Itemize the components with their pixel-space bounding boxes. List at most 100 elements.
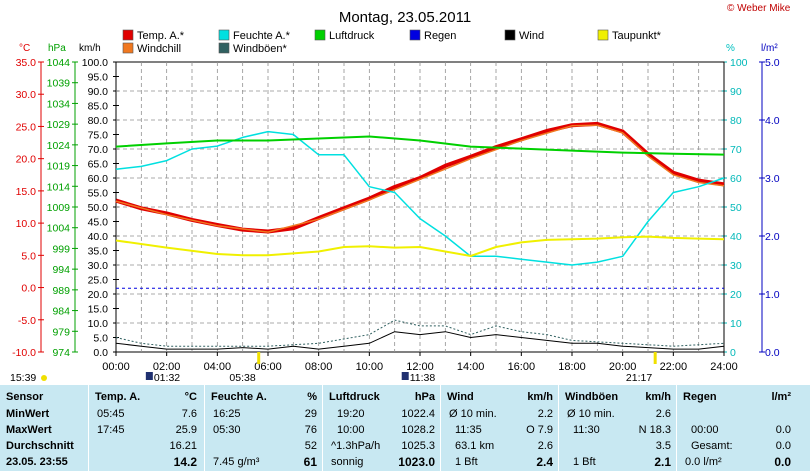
weather-forecast: sonnig [331,456,364,468]
header-wind-unit: km/h [527,391,553,403]
tick-label: -10.0 [12,347,36,359]
grid [115,61,725,353]
rain-today: 0.0 l/m² [685,456,722,468]
tick-label: 979 [52,326,70,338]
header-pressure-unit: hPa [414,391,435,403]
tick-label: 20 [730,289,742,301]
legend: Temp. A.* Feuchte A.* Luftdruck Regen Wind Ta… [122,29,662,55]
tick-label: 55.0 [88,188,109,200]
tick-label: 1004 [47,223,71,235]
x-tick-label: 18:00 [558,361,586,373]
temp-column: Temp. A. °C 05:45 7.6 17:45 25.9 16.21 1… [88,385,205,471]
tick-label: 40 [730,231,742,243]
tick-label: 5.0 [93,333,108,345]
axis-unit-label: km/h [79,43,101,54]
wind-run: 63.1 km [455,440,495,452]
legend-swatch [314,29,326,41]
legend-swatch [122,42,134,54]
tick-label: 5.0 [21,250,36,262]
x-tick-label: 06:00 [254,361,282,373]
moonset-time: 11:38 [410,372,436,384]
x-tick-label: 24:00 [710,361,738,373]
tick-label: 50 [730,202,742,214]
rain-total-label: Gesamt: [691,440,733,452]
x-tick-label: 16:00 [508,361,536,373]
tick-label: 0.0 [765,347,780,359]
x-tick-label: 14:00 [457,361,485,373]
gust-column: Windböen km/h Ø 10 min. 2.6 11:30 N 18.3… [558,385,677,471]
x-tick-label: 00:00 [102,361,130,373]
tick-label: 3.0 [765,173,780,185]
temp-min-value: 7.6 [181,408,197,420]
wind-current-value: 2.4 [536,455,553,469]
rain-time: 00:00 [691,424,719,436]
tick-label: 20.0 [88,289,109,301]
humidity-column: Feuchte A. % 16:25 29 05:30 76 52 7.45 g… [204,385,323,471]
temp-current-value: 14.2 [173,455,197,469]
axis-unit-label: °C [19,43,30,54]
legend-swatch [218,42,230,54]
x-tick-label: 02:00 [153,361,181,373]
moonrise-time: 01:32 [154,372,180,384]
tick-label: 0 [730,347,736,359]
hum-min-value: 29 [304,408,317,420]
tick-label: 50.0 [88,202,109,214]
legend-swatch [122,29,134,41]
tick-label: 70.0 [88,144,109,156]
tick-label: 75.0 [88,130,109,142]
temp-max-time: 17:45 [97,424,125,436]
wind-avg-value: 2.6 [537,440,553,452]
hum-max-time: 05:30 [213,424,241,436]
tick-label: 1024 [47,140,71,152]
tick-label: 984 [52,306,70,318]
series-line [115,235,725,257]
tick-label: 100 [730,57,748,69]
tick-label: 1029 [47,119,71,131]
rain-total-value: 0.0 [775,440,791,452]
tick-label: 30.0 [16,89,37,101]
tick-label: 10 [730,318,742,330]
tick-label: 25.0 [16,121,37,133]
hum-abs-value: 7.45 g/m³ [213,456,260,468]
gust-avg10-value: 2.6 [655,408,671,420]
tick-label: 25.0 [88,275,109,287]
moon-icon [401,372,409,380]
tick-label: 95.0 [88,72,109,84]
moon-icon [145,372,153,380]
axis-unit-label: hPa [48,43,66,54]
gust-avg-value: 3.5 [655,440,671,452]
x-tick-label: 04:00 [204,361,232,373]
wind-max-value: O 7.9 [526,424,553,436]
weather-chart: Montag, 23.05.2011 Temp. A.* Feuchte A.* L… [10,9,780,384]
tick-label: 974 [52,347,70,359]
wind-bft: 1 Bft [455,456,478,468]
tick-label: 70 [730,144,742,156]
tick-label: 80 [730,115,742,127]
tick-label: 45.0 [88,217,109,229]
row-label-avg: Durchschnitt [6,440,74,452]
legend-label: Feuchte A.* [233,30,291,42]
legend-label: Wind [519,30,544,42]
tick-label: 1.0 [765,289,780,301]
header-temp-unit: °C [184,391,197,403]
rain-hour-value: 0.0 [775,424,791,436]
legend-swatch [218,29,230,41]
series-line [115,130,725,266]
tick-label: 1009 [47,202,71,214]
tick-label: 2.0 [765,231,780,243]
axes: 35.0 30.0 25.0 20.0 15.0 10.0 5.0 0.0 -5.0 -10.0 1… [12,57,780,359]
header-wind: Wind [447,391,474,403]
hum-avg-value: 52 [304,440,317,452]
tick-label: 10.0 [16,218,37,230]
press-min-time: 19:20 [337,408,365,420]
tick-label: 30 [730,260,742,272]
header-gust-unit: km/h [645,391,671,403]
press-trend: ^1.3hPa/h [331,440,381,452]
header-temp: Temp. A. [95,391,141,403]
legend-label: Regen [424,30,456,42]
tick-label: 0.0 [21,283,36,295]
tick-label: 10.0 [88,318,109,330]
legend-swatch [504,29,516,41]
copyright: © Weber Mike [727,3,791,14]
legend-label: Taupunkt* [612,30,662,42]
